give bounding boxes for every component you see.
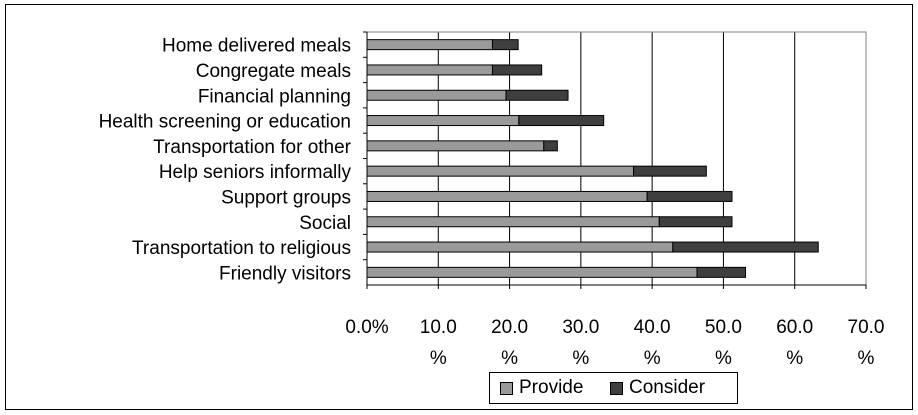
x-tick-label-7: 70.0	[848, 317, 885, 338]
x-tick-label-unit-6: %	[786, 348, 803, 369]
category-label-4: Transportation for other	[153, 137, 352, 158]
bar-provide-5	[366, 165, 635, 177]
category-label-3: Health screening or education	[99, 112, 351, 133]
category-label-7: Social	[299, 213, 351, 234]
bar-consider-1	[491, 64, 543, 76]
category-label-6: Support groups	[221, 187, 351, 208]
chart-legend: Provide Consider	[489, 372, 738, 404]
legend-label-consider: Consider	[629, 377, 706, 398]
x-tick-label-2: 20.0	[491, 317, 528, 338]
legend-swatch-consider	[610, 381, 623, 395]
category-label-0: Home delivered meals	[162, 36, 351, 57]
category-label-1: Congregate meals	[196, 61, 351, 82]
x-tick-label-3: 30.0	[562, 317, 599, 338]
bar-consider-0	[491, 39, 519, 51]
bar-consider-5	[633, 165, 707, 177]
category-label-9: Friendly visitors	[219, 263, 351, 284]
legend-item-provide: Provide	[500, 377, 583, 399]
bar-provide-3	[366, 115, 520, 127]
bar-provide-2	[366, 89, 507, 101]
bar-consider-2	[505, 89, 569, 101]
x-tick-label-5: 50.0	[705, 317, 742, 338]
x-tick-label-unit-4: %	[644, 348, 661, 369]
bar-provide-1	[366, 64, 493, 76]
category-label-8: Transportation to religious	[132, 238, 351, 259]
bar-consider-3	[518, 115, 605, 127]
x-tick-label-unit-1: %	[430, 348, 447, 369]
bar-consider-9	[696, 266, 747, 278]
category-label-2: Financial planning	[198, 86, 351, 107]
bar-provide-9	[366, 266, 698, 278]
legend-item-consider: Consider	[610, 377, 705, 399]
bar-provide-8	[366, 241, 674, 253]
x-tick-label-0: 0.0%	[345, 317, 388, 338]
x-tick-label-6: 60.0	[776, 317, 813, 338]
bar-consider-7	[658, 216, 733, 228]
bar-consider-4	[543, 140, 558, 152]
x-tick-label-4: 40.0	[634, 317, 671, 338]
x-tick-label-unit-3: %	[572, 348, 589, 369]
bar-provide-0	[366, 39, 493, 51]
bar-provide-7	[366, 216, 660, 228]
legend-swatch-provide	[500, 381, 513, 395]
x-tick-label-unit-2: %	[501, 348, 518, 369]
x-tick-label-unit-7: %	[858, 348, 875, 369]
bar-consider-8	[672, 241, 819, 253]
bar-consider-6	[646, 190, 733, 202]
legend-label-provide: Provide	[519, 377, 584, 398]
bar-provide-4	[366, 140, 545, 152]
x-tick-label-1: 10.0	[420, 317, 457, 338]
x-tick-label-unit-5: %	[715, 348, 732, 369]
bar-provide-6	[366, 190, 648, 202]
category-label-5: Help seniors informally	[159, 162, 352, 183]
